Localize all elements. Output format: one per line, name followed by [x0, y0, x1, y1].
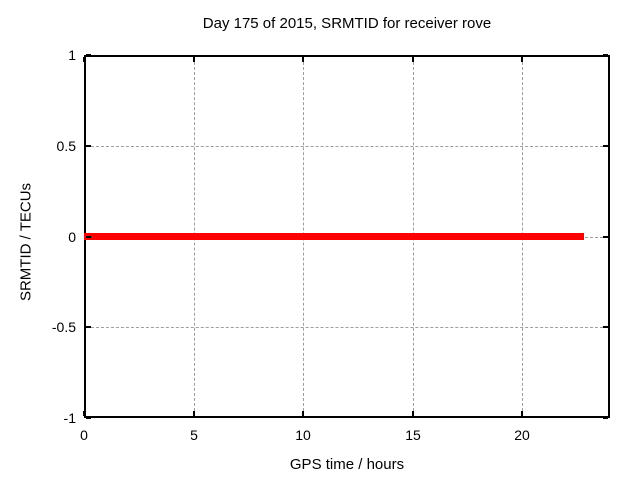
xtick-bottom-10	[302, 411, 304, 416]
xtick-bottom-20	[521, 411, 523, 416]
xtick-label-10: 10	[295, 427, 311, 443]
ytick-left-0	[86, 236, 91, 238]
ytick-label-1: 1	[68, 47, 76, 63]
gridline-y-0.5	[86, 146, 608, 147]
ytick-right--0.5	[603, 326, 608, 328]
series-line-srmtid	[84, 233, 584, 240]
ytick-right-1	[603, 54, 608, 56]
ytick-right-0.5	[603, 145, 608, 147]
ytick-left--1	[86, 417, 91, 419]
xtick-label-20: 20	[514, 427, 530, 443]
xtick-top-10	[302, 57, 304, 62]
xtick-bottom-15	[412, 411, 414, 416]
x-axis-label: GPS time / hours	[289, 456, 405, 473]
xtick-top-5	[193, 57, 195, 62]
chart-title: Day 175 of 2015, SRMTID for receiver rov…	[202, 15, 492, 32]
ytick-label-0: 0	[68, 229, 76, 245]
ytick-right--1	[603, 417, 608, 419]
xtick-bottom-5	[193, 411, 195, 416]
xtick-top-15	[412, 57, 414, 62]
xtick-top-0	[83, 57, 85, 62]
ytick-label-0.5: 0.5	[56, 138, 76, 154]
ytick-left--0.5	[86, 326, 91, 328]
ytick-label--0.5: -0.5	[51, 319, 76, 335]
xtick-top-20	[521, 57, 523, 62]
ytick-left-0.5	[86, 145, 91, 147]
ytick-label--1: -1	[63, 410, 76, 426]
xtick-label-5: 5	[190, 427, 198, 443]
gridline-y--0.5	[86, 327, 608, 328]
xtick-bottom-0	[83, 411, 85, 416]
ytick-left-1	[86, 54, 91, 56]
xtick-label-0: 0	[80, 427, 88, 443]
ytick-right-0	[603, 236, 608, 238]
xtick-label-15: 15	[405, 427, 421, 443]
